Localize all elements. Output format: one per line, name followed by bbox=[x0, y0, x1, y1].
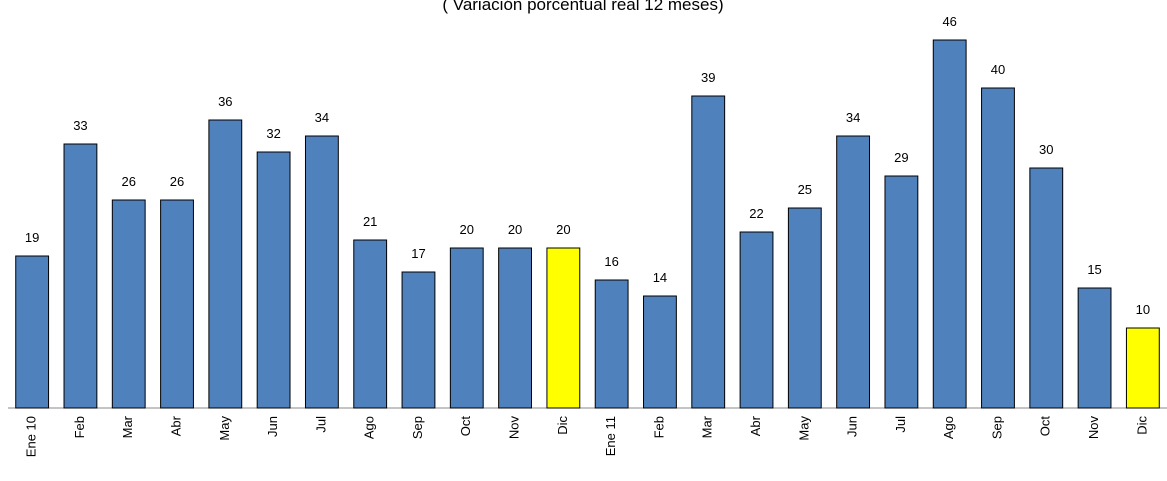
bar bbox=[884, 175, 919, 409]
bar bbox=[15, 255, 50, 409]
data-label: 33 bbox=[73, 118, 87, 133]
data-label: 34 bbox=[315, 110, 329, 125]
data-label: 20 bbox=[556, 222, 570, 237]
x-tick-label: Jun bbox=[265, 416, 280, 437]
data-label: 20 bbox=[460, 222, 474, 237]
bar bbox=[594, 279, 629, 409]
x-tick-label: Ene 10 bbox=[24, 416, 39, 457]
data-label: 17 bbox=[411, 246, 425, 261]
bar bbox=[643, 295, 677, 409]
x-tick-label: Feb bbox=[72, 416, 87, 438]
data-label: 30 bbox=[1039, 142, 1053, 157]
x-tick-label: Nov bbox=[1086, 416, 1101, 440]
bar bbox=[111, 199, 146, 409]
bar bbox=[208, 119, 243, 409]
bar bbox=[498, 247, 532, 409]
x-tick-label: Sep bbox=[989, 416, 1004, 439]
bar bbox=[304, 135, 339, 409]
x-tick-label: May bbox=[796, 416, 811, 441]
bar bbox=[1077, 287, 1112, 409]
data-label: 19 bbox=[25, 230, 39, 245]
bar bbox=[160, 199, 194, 409]
x-tick-label: Oct bbox=[458, 416, 473, 437]
data-label: 14 bbox=[653, 270, 667, 285]
bar bbox=[63, 143, 98, 409]
x-tick-label: Oct bbox=[1038, 416, 1053, 437]
chart-title: ( Variación porcentual real 12 meses) bbox=[442, 0, 723, 14]
x-tick-label: May bbox=[217, 416, 232, 441]
data-label: 39 bbox=[701, 70, 715, 85]
x-tick-label: Mar bbox=[700, 415, 715, 438]
data-label: 20 bbox=[508, 222, 522, 237]
data-label: 25 bbox=[798, 182, 812, 197]
bar bbox=[981, 87, 1015, 409]
data-label: 29 bbox=[894, 150, 908, 165]
x-tick-label: Nov bbox=[507, 416, 522, 440]
x-tick-label: Jul bbox=[313, 416, 328, 433]
bar bbox=[691, 95, 726, 409]
data-label: 21 bbox=[363, 214, 377, 229]
bar bbox=[1125, 327, 1160, 409]
data-label: 34 bbox=[846, 110, 860, 125]
data-label: 36 bbox=[218, 94, 232, 109]
bar bbox=[401, 271, 436, 409]
bar bbox=[1029, 167, 1064, 409]
data-label: 46 bbox=[942, 14, 956, 29]
data-label: 16 bbox=[604, 254, 618, 269]
data-label: 15 bbox=[1087, 262, 1101, 277]
x-tick-label: Ene 11 bbox=[603, 416, 618, 456]
x-tick-label: Dic bbox=[555, 416, 570, 435]
x-tick-label: Ago bbox=[941, 416, 956, 439]
bar bbox=[449, 247, 484, 409]
x-tick-label: Mar bbox=[120, 415, 135, 438]
bar bbox=[256, 151, 291, 409]
x-tick-label: Dic bbox=[1134, 416, 1149, 435]
data-label: 10 bbox=[1136, 302, 1150, 317]
data-label: 22 bbox=[749, 206, 763, 221]
bar bbox=[546, 247, 581, 409]
bar bbox=[739, 231, 774, 409]
bar bbox=[932, 39, 967, 409]
x-tick-label: Abr bbox=[168, 415, 183, 436]
x-tick-label: Abr bbox=[748, 415, 763, 436]
data-label: 40 bbox=[991, 62, 1005, 77]
bar bbox=[787, 207, 822, 409]
x-tick-label: Sep bbox=[410, 416, 425, 439]
bar bbox=[353, 239, 388, 409]
data-label: 32 bbox=[266, 126, 280, 141]
bar bbox=[836, 135, 871, 409]
x-tick-label: Feb bbox=[651, 416, 666, 438]
data-label: 26 bbox=[170, 174, 184, 189]
x-tick-label: Ago bbox=[362, 416, 377, 439]
x-tick-label: Jun bbox=[845, 416, 860, 437]
x-tick-label: Jul bbox=[893, 416, 908, 433]
data-label: 26 bbox=[121, 174, 135, 189]
